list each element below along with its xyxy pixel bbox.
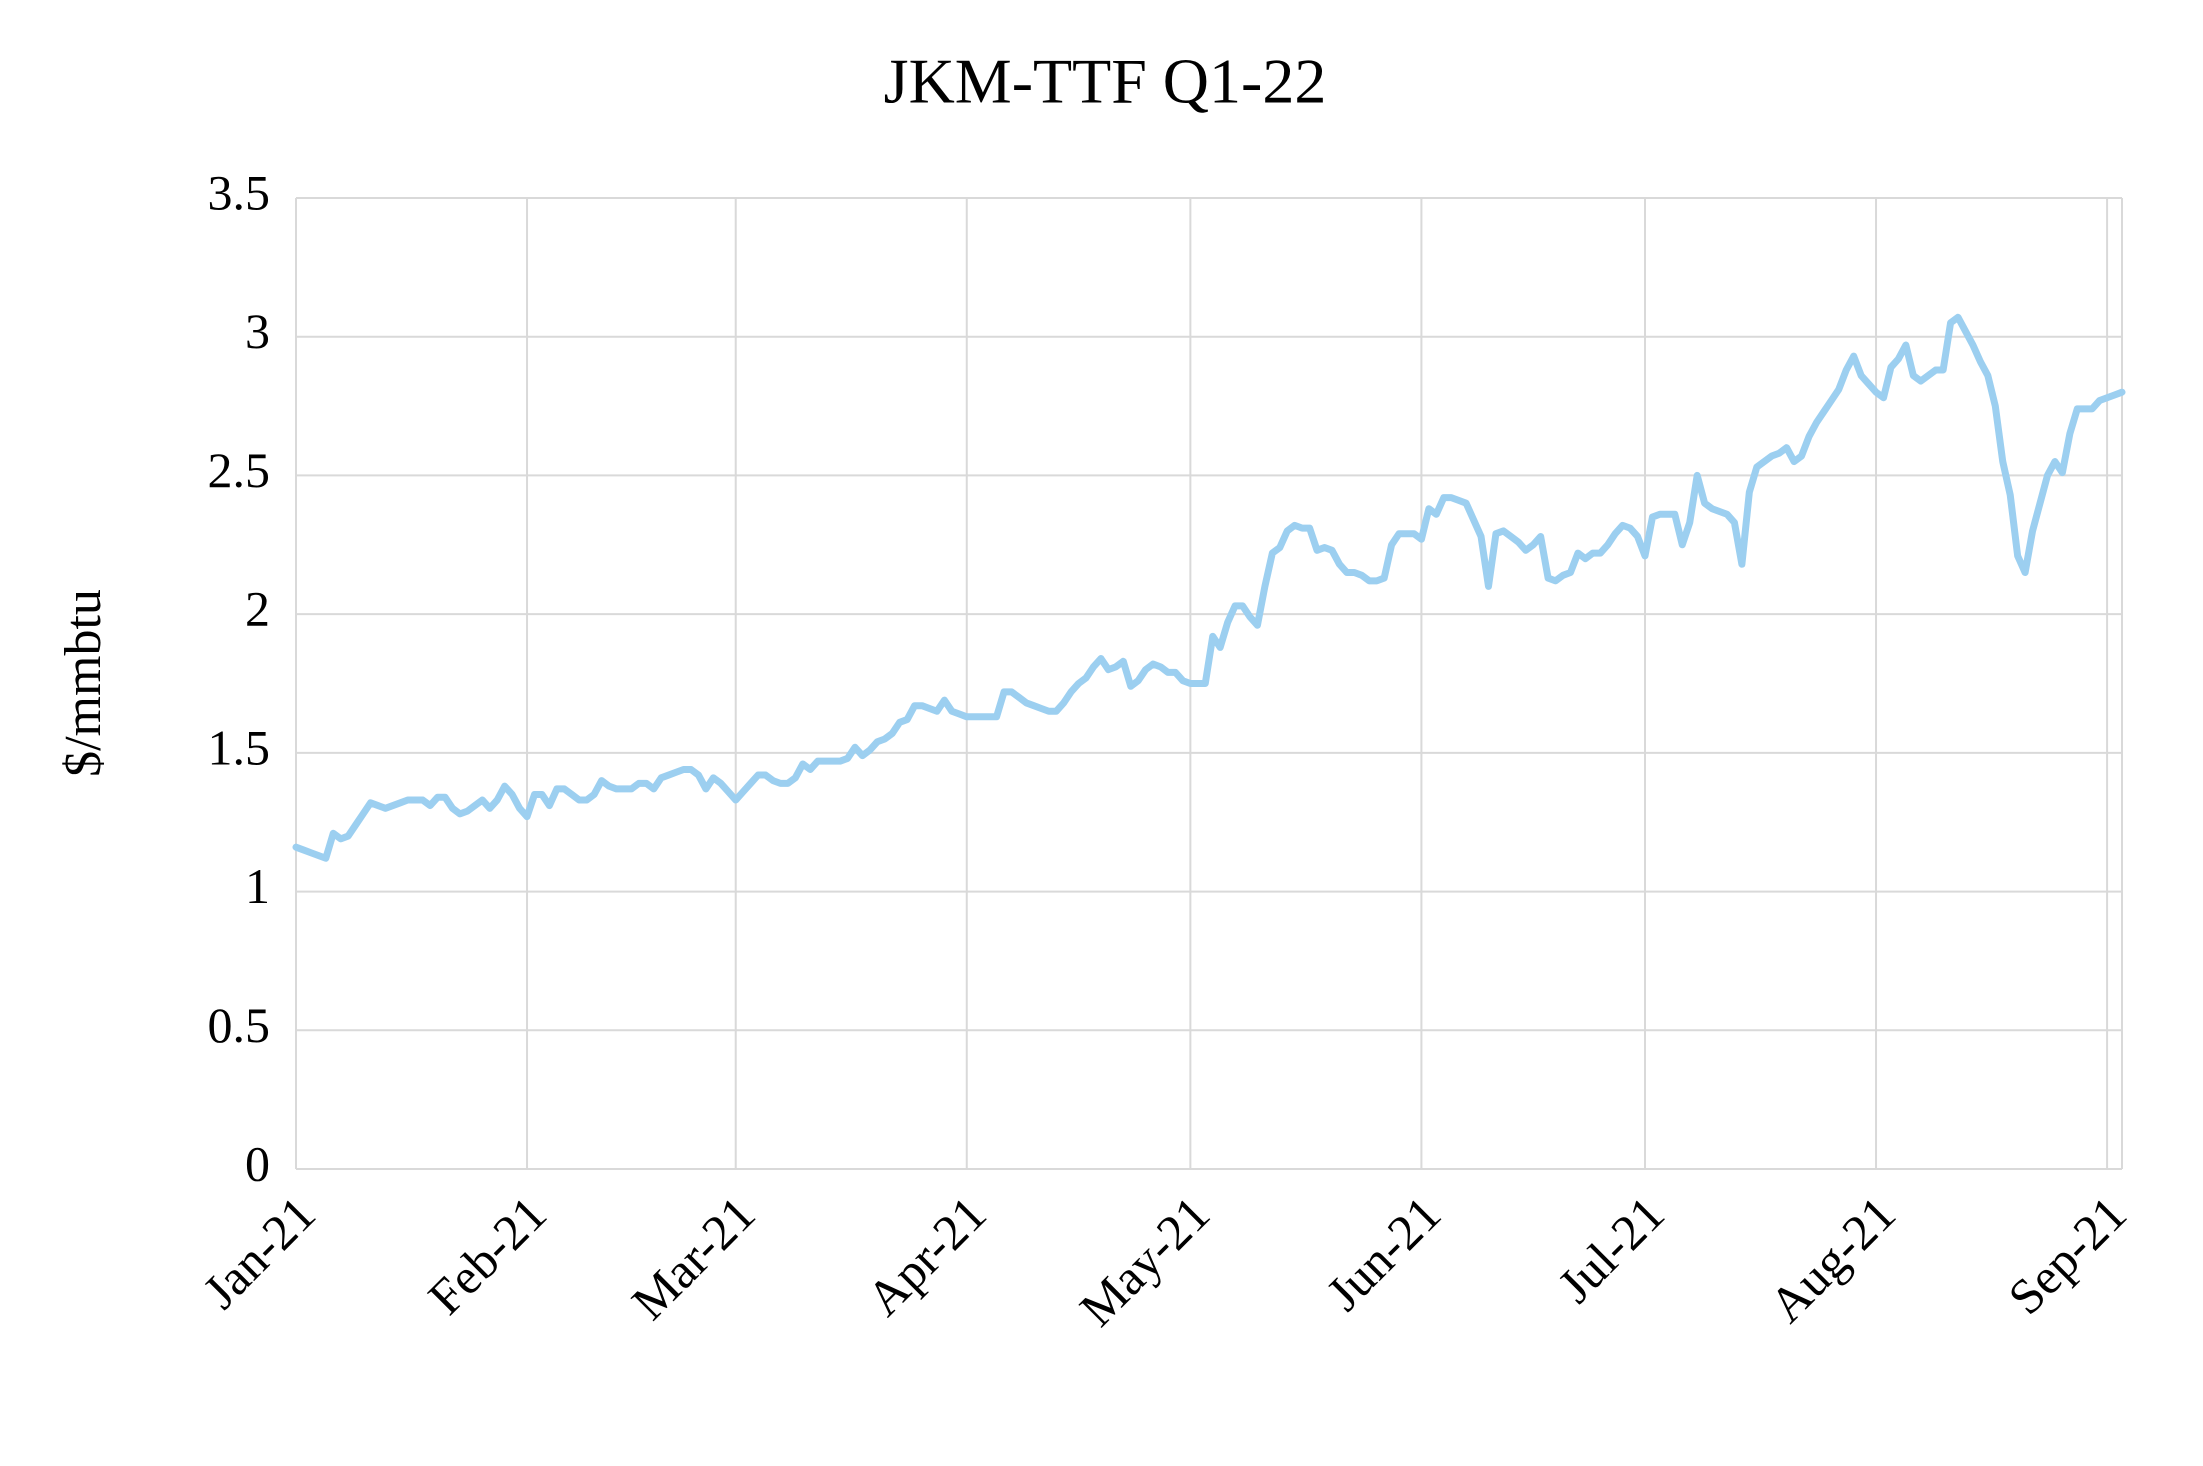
y-tick-label: 2 (245, 581, 270, 637)
y-tick-label: 1.5 (208, 719, 271, 775)
x-tick-label: Sep-21 (1997, 1185, 2137, 1325)
x-tick-label: May-21 (1069, 1185, 1221, 1337)
x-tick-label: Aug-21 (1758, 1185, 1906, 1333)
x-tick-label: Feb-21 (417, 1185, 557, 1325)
y-tick-label: 0 (245, 1135, 270, 1191)
data-line (292, 313, 2126, 862)
y-tick-label: 2.5 (208, 442, 271, 498)
x-tick-label: Apr-21 (856, 1185, 997, 1326)
x-tick-label: Jun-21 (1315, 1185, 1451, 1321)
y-axis-label: $/mmbtu (55, 589, 112, 777)
y-tick-label: 1 (245, 858, 270, 914)
x-tick-label: Jan-21 (192, 1185, 326, 1319)
y-tick-label: 3.5 (208, 164, 271, 220)
x-tick-label: Mar-21 (621, 1185, 766, 1330)
chart-title: JKM-TTF Q1-22 (884, 46, 1327, 117)
x-tick-label: Jul-21 (1547, 1185, 1675, 1313)
y-tick-label: 3 (245, 303, 270, 359)
y-tick-label: 0.5 (208, 997, 271, 1053)
